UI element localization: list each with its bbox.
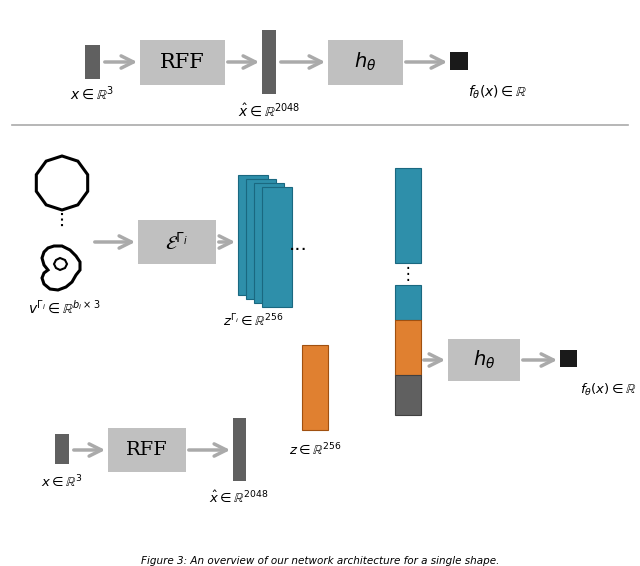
Bar bbox=[254, 183, 284, 303]
Text: $z^{\Gamma_i} \in \mathbb{R}^{256}$: $z^{\Gamma_i} \in \mathbb{R}^{256}$ bbox=[223, 313, 284, 329]
Text: RFF: RFF bbox=[160, 53, 205, 71]
Text: $f_\theta(x) \in \mathbb{R}$: $f_\theta(x) \in \mathbb{R}$ bbox=[468, 84, 527, 101]
Bar bbox=[262, 187, 292, 307]
Bar bbox=[395, 168, 421, 263]
Text: $v^{\Gamma_i} \in \mathbb{R}^{b_i \times 3}$: $v^{\Gamma_i} \in \mathbb{R}^{b_i \times… bbox=[28, 300, 100, 317]
Bar bbox=[85, 45, 100, 79]
Bar bbox=[395, 285, 421, 320]
Bar bbox=[238, 175, 268, 295]
Bar bbox=[55, 434, 69, 464]
Text: $x \in \mathbb{R}^3$: $x \in \mathbb{R}^3$ bbox=[70, 84, 114, 102]
Polygon shape bbox=[54, 258, 67, 270]
Text: $\mathcal{E}^{\Gamma_i}$: $\mathcal{E}^{\Gamma_i}$ bbox=[165, 231, 189, 252]
Bar bbox=[138, 220, 216, 264]
Text: $z \in \mathbb{R}^{256}$: $z \in \mathbb{R}^{256}$ bbox=[289, 442, 341, 458]
Bar bbox=[560, 350, 577, 367]
Text: $h_\theta$: $h_\theta$ bbox=[355, 51, 377, 73]
Text: $f_\theta(x) \in \mathbb{R}$: $f_\theta(x) \in \mathbb{R}$ bbox=[580, 382, 637, 398]
Bar bbox=[395, 320, 421, 375]
Text: $\hat{x} \in \mathbb{R}^{2048}$: $\hat{x} \in \mathbb{R}^{2048}$ bbox=[238, 102, 300, 119]
Text: Figure 3: An overview of our network architecture for a single shape.: Figure 3: An overview of our network arc… bbox=[141, 556, 499, 566]
Text: $x \in \mathbb{R}^3$: $x \in \mathbb{R}^3$ bbox=[41, 474, 83, 491]
Bar bbox=[450, 52, 468, 70]
Bar bbox=[233, 418, 246, 481]
Bar bbox=[140, 40, 225, 85]
Bar bbox=[395, 375, 421, 415]
Bar bbox=[302, 345, 328, 430]
Text: $\hat{x} \in \mathbb{R}^{2048}$: $\hat{x} \in \mathbb{R}^{2048}$ bbox=[209, 490, 269, 506]
Text: ...: ... bbox=[289, 235, 307, 255]
Bar bbox=[448, 339, 520, 381]
Bar bbox=[108, 428, 186, 472]
Text: ⋮: ⋮ bbox=[400, 265, 416, 283]
Bar bbox=[246, 179, 276, 299]
Bar bbox=[328, 40, 403, 85]
Text: $h_\theta$: $h_\theta$ bbox=[473, 349, 495, 371]
Bar bbox=[262, 30, 276, 94]
Text: RFF: RFF bbox=[126, 441, 168, 459]
